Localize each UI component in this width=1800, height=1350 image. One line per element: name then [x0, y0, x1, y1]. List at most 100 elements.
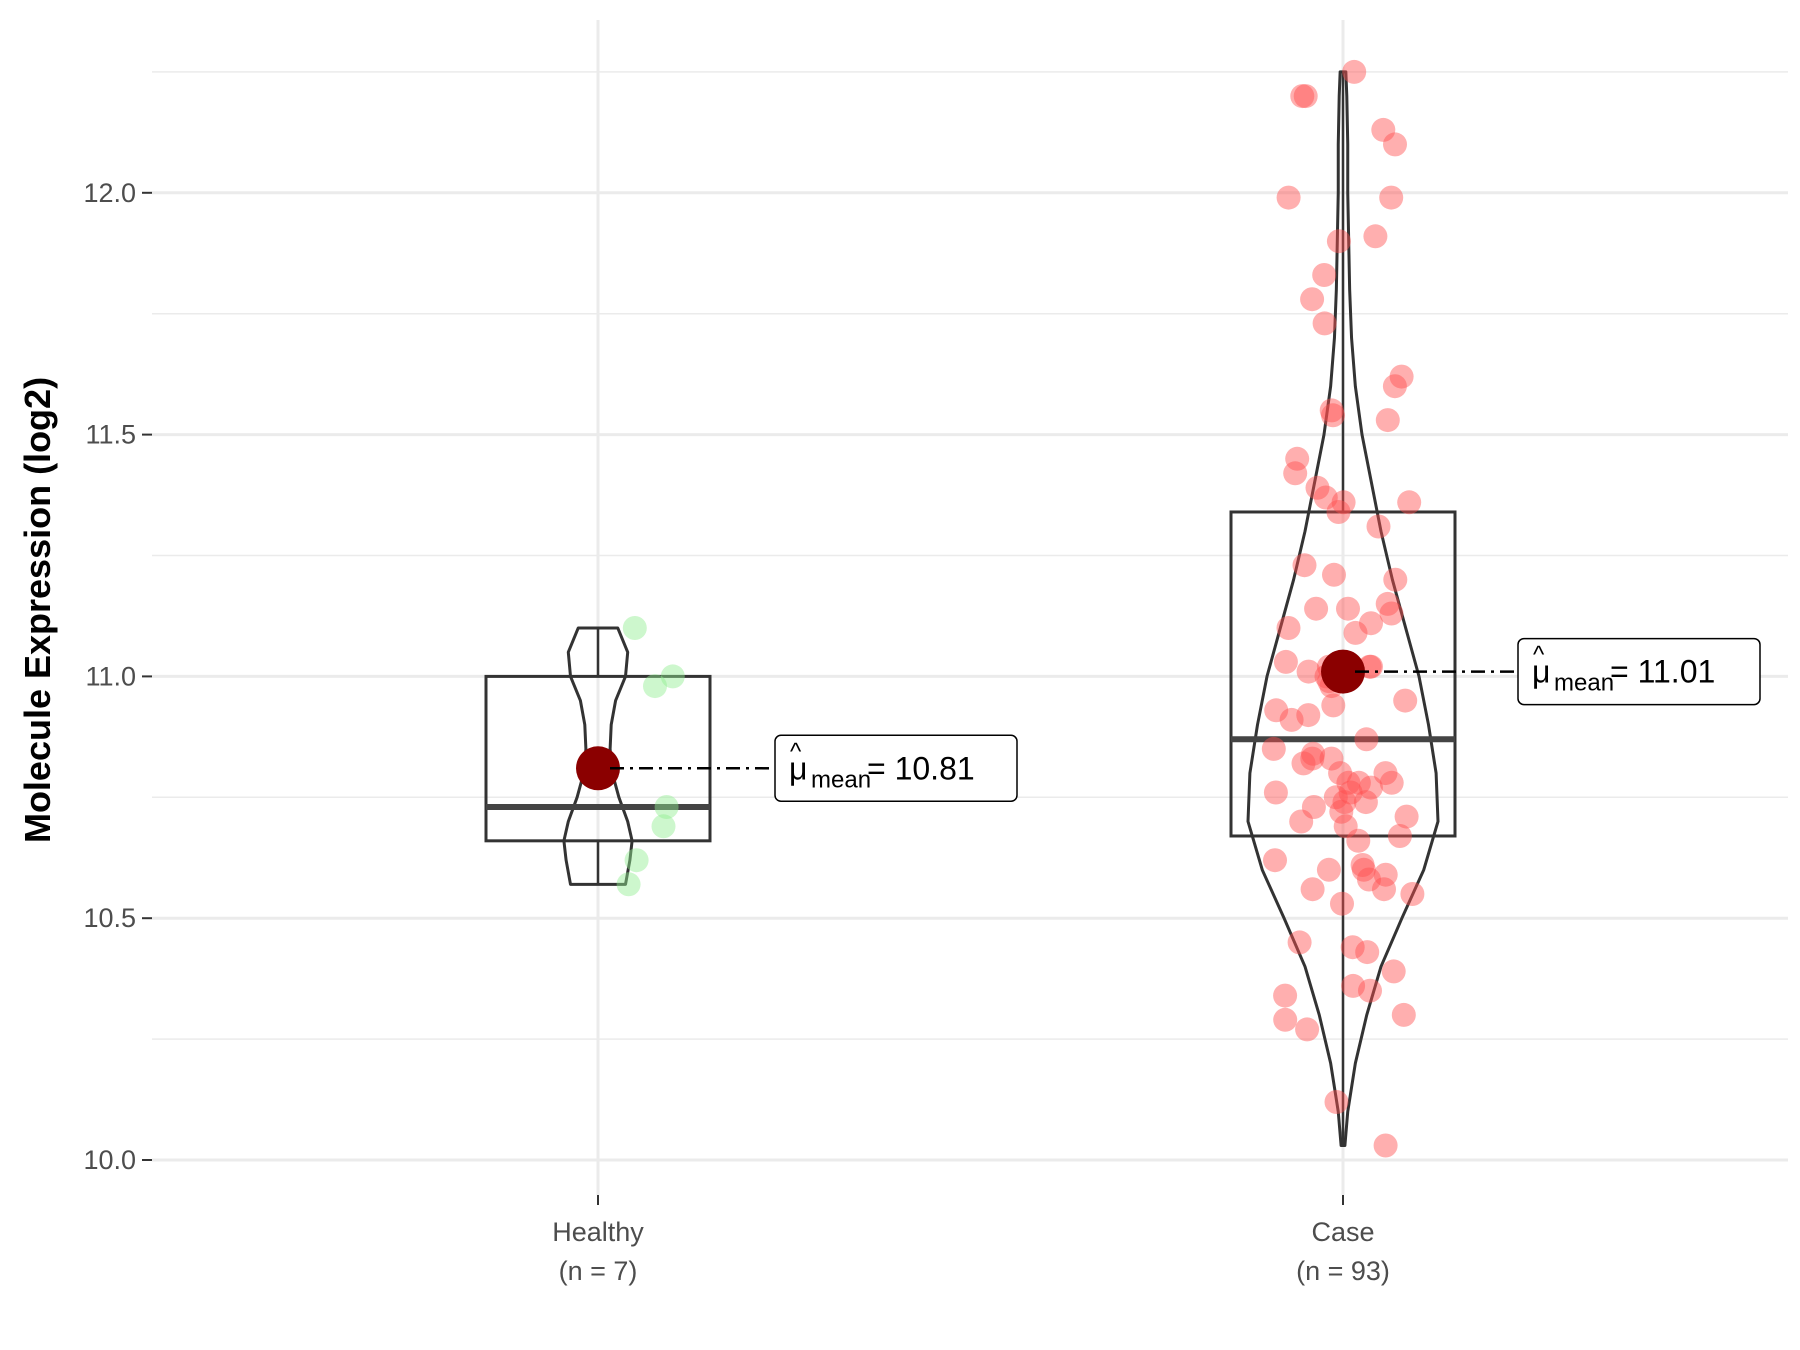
- data-point: [1379, 185, 1404, 210]
- data-point: [1341, 973, 1366, 998]
- data-point: [1304, 596, 1329, 621]
- data-point: [1296, 703, 1321, 728]
- data-point: [1285, 446, 1310, 471]
- mean-point: [576, 746, 620, 791]
- data-point: [1372, 877, 1396, 902]
- data-point: [1319, 746, 1344, 771]
- data-point: [1326, 229, 1351, 254]
- data-point: [1321, 403, 1345, 428]
- data-point: [660, 664, 685, 689]
- data-point: [1263, 848, 1287, 873]
- data-point: [1359, 611, 1383, 636]
- data-point: [1379, 770, 1404, 795]
- y-axis: 10.0 10.5 11.0 11.5 12.0: [83, 178, 152, 1175]
- data-point: [1305, 475, 1330, 500]
- data-point: [1387, 824, 1412, 848]
- data-point: [1346, 770, 1371, 795]
- data-point: [1300, 877, 1325, 902]
- data-point: [1394, 804, 1419, 829]
- data-point: [1322, 562, 1346, 587]
- data-point: [1293, 84, 1318, 109]
- data-point: [1391, 1002, 1416, 1027]
- data-point: [1371, 117, 1396, 142]
- data-point: [1261, 736, 1286, 761]
- data-point: [1382, 374, 1407, 399]
- data-point: [1264, 698, 1289, 723]
- data-point: [1383, 567, 1408, 592]
- data-point: [1263, 780, 1288, 805]
- mean-label-subscript: mean: [1554, 670, 1614, 697]
- data-point: [654, 795, 679, 819]
- y-tick-label: 10.0: [83, 1145, 136, 1175]
- data-point: [1375, 591, 1400, 616]
- data-point: [1340, 935, 1365, 960]
- plot-area: μ^mean = 10.81μ^mean = 11.01: [484, 59, 1761, 1158]
- data-point: [1383, 132, 1407, 157]
- grid-lines: [152, 20, 1788, 1195]
- x-tick-label-healthy: Healthy: [552, 1217, 644, 1247]
- group-healthy: μ^ mean = 10.81: [484, 616, 1018, 897]
- data-point: [622, 616, 647, 640]
- data-point: [1336, 770, 1361, 795]
- data-point: [1354, 727, 1379, 752]
- data-point: [1328, 761, 1353, 786]
- iqr-box: [1229, 510, 1457, 838]
- data-point: [1358, 775, 1383, 800]
- data-point: [1373, 1133, 1398, 1158]
- x-tick-label-case: Case: [1311, 1217, 1374, 1247]
- mean-label-box: [774, 734, 1018, 803]
- data-point: [1283, 461, 1308, 486]
- data-point: [1323, 785, 1348, 810]
- data-point: [1389, 364, 1414, 389]
- mean-label-hat: ^: [1533, 642, 1545, 669]
- x-axis: Healthy (n = 7) Case (n = 93): [552, 1195, 1390, 1286]
- data-point: [1393, 688, 1418, 713]
- data-point: [1336, 596, 1360, 621]
- data-point: [1353, 790, 1378, 815]
- data-point: [1321, 693, 1346, 718]
- data-point: [1319, 398, 1344, 423]
- data-point: [1350, 853, 1375, 877]
- data-point: [1287, 930, 1312, 955]
- data-point: [1279, 707, 1304, 732]
- data-point: [1313, 485, 1338, 510]
- data-point: [1296, 659, 1321, 684]
- data-point: [1333, 814, 1358, 839]
- data-point: [1290, 84, 1315, 109]
- y-tick-label: 12.0: [83, 178, 136, 208]
- y-axis-title: Molecule Expression (log2): [17, 377, 58, 843]
- y-tick-label: 11.5: [85, 420, 136, 450]
- mean-point: [1321, 649, 1365, 694]
- data-point: [1301, 741, 1326, 766]
- y-tick-label: 11.0: [85, 661, 136, 691]
- data-point: [1316, 857, 1341, 882]
- data-point: [1397, 490, 1422, 515]
- mean-label-hat: ^: [790, 738, 802, 765]
- data-point: [1289, 809, 1314, 834]
- data-point: [616, 872, 641, 897]
- iqr-box: [484, 674, 712, 843]
- data-point: [1358, 978, 1382, 1003]
- data-point: [1375, 408, 1400, 433]
- mean-label-mu: μ: [1532, 654, 1550, 690]
- data-point: [1300, 287, 1325, 312]
- y-tick-label: 10.5: [83, 903, 136, 933]
- mean-label-subscript: mean: [811, 766, 871, 793]
- violin-outline: [1246, 70, 1440, 1147]
- data-point: [1291, 751, 1316, 776]
- data-point: [1295, 1017, 1320, 1042]
- data-point: [1355, 940, 1380, 965]
- mean-label-box: [1517, 637, 1761, 706]
- data-point: [1273, 649, 1298, 674]
- data-point: [1338, 780, 1363, 805]
- data-point: [1300, 746, 1325, 771]
- data-point: [1351, 857, 1376, 882]
- data-point: [1273, 983, 1298, 1008]
- x-tick-count-case: (n = 93): [1296, 1256, 1390, 1286]
- data-point: [1363, 224, 1388, 249]
- data-point: [1381, 959, 1406, 984]
- data-point: [1301, 795, 1326, 819]
- data-point: [1342, 59, 1367, 84]
- group-case: μ^ mean = 11.01: [1229, 59, 1761, 1158]
- data-point: [1357, 867, 1381, 892]
